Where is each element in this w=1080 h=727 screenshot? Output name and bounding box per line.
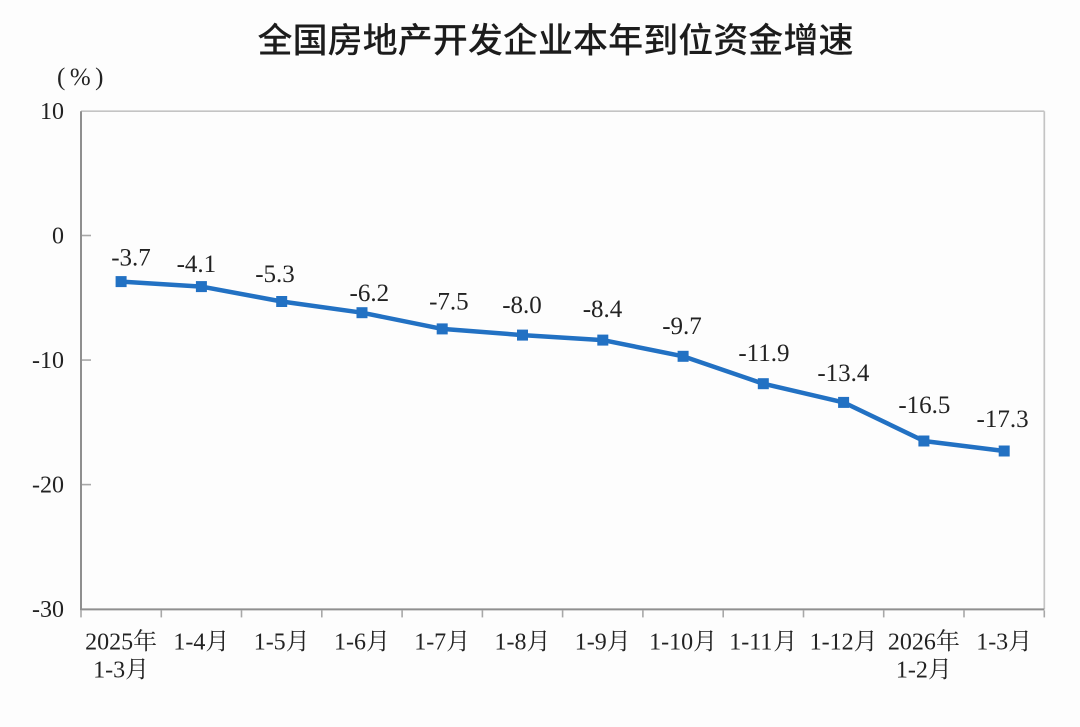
svg-text:1-6: 1-6 [334, 630, 366, 656]
svg-text:-6.2: -6.2 [350, 280, 390, 307]
svg-text:1-12: 1-12 [810, 630, 854, 656]
svg-text:1-10: 1-10 [649, 630, 693, 656]
svg-text:1-11: 1-11 [729, 630, 772, 656]
svg-text:-4.1: -4.1 [177, 251, 217, 278]
svg-text:-10: -10 [32, 348, 64, 374]
svg-text:-11.9: -11.9 [738, 340, 789, 367]
svg-text:1-8: 1-8 [495, 630, 527, 656]
svg-text:2025: 2025 [85, 630, 133, 656]
svg-text:-5.3: -5.3 [255, 261, 295, 288]
svg-text:1-5: 1-5 [254, 630, 286, 656]
svg-text:-9.7: -9.7 [662, 313, 702, 340]
svg-text:-8.4: -8.4 [583, 296, 623, 323]
svg-text:-13.4: -13.4 [817, 360, 870, 387]
svg-text:10: 10 [40, 99, 64, 125]
svg-text:1-4: 1-4 [173, 630, 205, 656]
svg-text:1-3: 1-3 [976, 630, 1008, 656]
svg-text:-17.3: -17.3 [977, 406, 1029, 433]
svg-text:-30: -30 [32, 597, 64, 623]
svg-text:-3.7: -3.7 [111, 245, 151, 272]
svg-text:(%): (%) [57, 64, 108, 91]
svg-text:-16.5: -16.5 [898, 392, 950, 419]
svg-text:-8.0: -8.0 [502, 292, 542, 319]
svg-text:2026: 2026 [888, 630, 936, 656]
svg-text:1-9: 1-9 [575, 630, 607, 656]
svg-text:1-3: 1-3 [93, 658, 125, 684]
svg-text:1-7: 1-7 [414, 630, 446, 656]
svg-text:1-2: 1-2 [896, 658, 928, 684]
svg-text:-7.5: -7.5 [429, 289, 469, 316]
svg-text:-20: -20 [32, 473, 64, 499]
svg-text:0: 0 [52, 224, 64, 250]
